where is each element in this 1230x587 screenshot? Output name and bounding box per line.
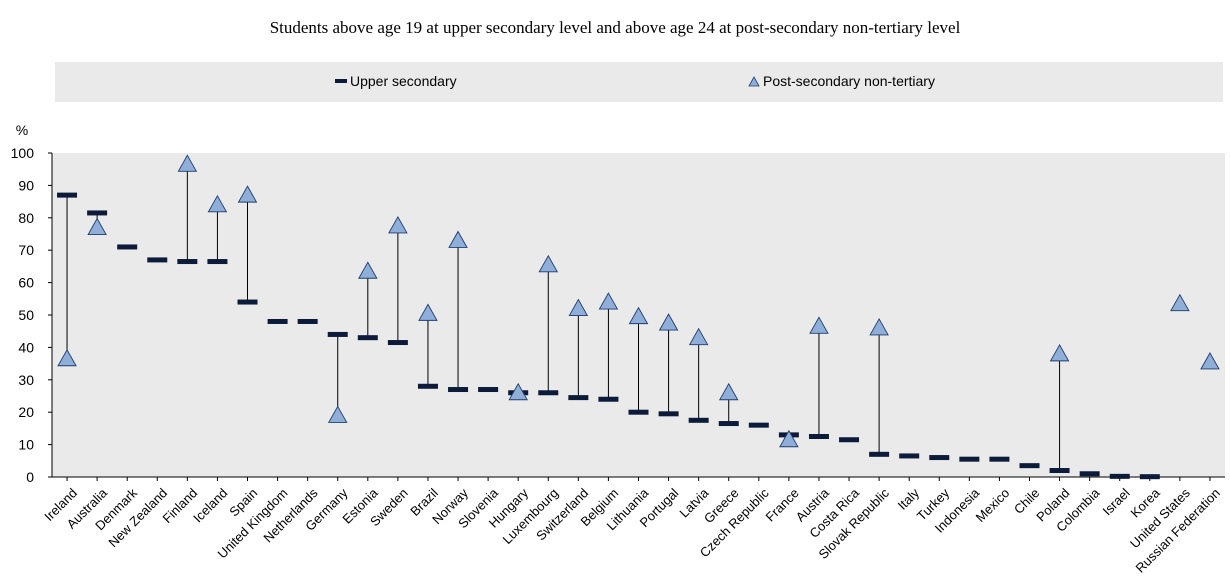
post-secondary-triangle-norway — [448, 230, 468, 248]
upper-secondary-dash-mexico — [989, 456, 1010, 462]
axis-layer: % 0 10 20 30 40 50 60 70 80 90 100 — [11, 122, 1225, 485]
post-secondary-triangle-finland — [177, 154, 198, 172]
upper-secondary-dash-finland — [177, 259, 198, 265]
post-secondary-triangle-spain — [237, 185, 258, 203]
upper-secondary-dash-australia — [87, 210, 108, 216]
upper-secondary-dash-germany — [327, 331, 348, 337]
post-secondary-triangle-iceland — [207, 194, 228, 213]
post-secondary-triangle-germany — [327, 405, 348, 423]
upper-secondary-dash-slovenia — [478, 387, 499, 393]
y-axis-unit-label: % — [16, 122, 28, 138]
upper-secondary-dash-denmark — [117, 244, 138, 250]
post-secondary-triangle-hungary — [508, 382, 528, 401]
upper-secondary-dash-korea — [1139, 474, 1160, 480]
marker-layer — [57, 154, 1220, 480]
triangle-icon — [748, 75, 760, 86]
post-secondary-triangle-belgium — [598, 292, 619, 310]
upper-secondary-dash-austria — [808, 434, 829, 439]
post-secondary-triangle-estonia — [358, 261, 378, 279]
legend: Upper secondary Post-secondary non-terti… — [55, 62, 1223, 102]
x-tick-label-france: France — [763, 485, 802, 524]
x-tick-label-mexico: Mexico — [973, 485, 1013, 525]
upper-secondary-dash-italy — [899, 453, 920, 459]
upper-secondary-dash-united-kingdom — [267, 318, 288, 324]
upper-secondary-dash-sweden — [387, 340, 408, 346]
post-secondary-triangle-latvia — [688, 327, 709, 346]
post-secondary-triangle-austria — [809, 316, 829, 334]
legend-item-post-secondary: Post-secondary non-tertiary — [748, 73, 935, 89]
upper-secondary-dash-turkey — [929, 455, 950, 461]
post-secondary-triangle-switzerland — [568, 298, 589, 316]
upper-secondary-dash-brazil — [417, 383, 438, 389]
upper-secondary-dash-belgium — [598, 396, 619, 402]
chart-title: Students above age 19 at upper secondary… — [269, 18, 961, 37]
y-tick-label-30: 30 — [18, 372, 34, 388]
post-secondary-triangle-russian-federation — [1200, 352, 1220, 370]
connector-layer — [66, 164, 1061, 471]
post-secondary-triangle-brazil — [418, 303, 438, 321]
post-secondary-triangle-lithuania — [628, 306, 649, 325]
upper-secondary-dash-iceland — [207, 259, 228, 265]
y-tick-label-0: 0 — [26, 469, 34, 485]
post-secondary-triangle-ireland — [57, 348, 77, 367]
upper-secondary-dash-israel — [1109, 473, 1130, 479]
legend-label-upper-secondary: Upper secondary — [350, 73, 457, 89]
upper-secondary-dash-portugal — [658, 411, 679, 417]
upper-secondary-dash-greece — [718, 421, 739, 427]
post-secondary-triangle-sweden — [388, 215, 408, 234]
y-tick-label-40: 40 — [18, 339, 34, 355]
upper-secondary-dash-indonesia — [959, 456, 980, 462]
post-secondary-triangle-greece — [718, 382, 739, 401]
upper-secondary-dash-czech-republic — [748, 422, 769, 428]
y-tick-label-80: 80 — [18, 210, 34, 226]
upper-secondary-dash-poland — [1049, 468, 1070, 474]
upper-secondary-dash-slovak-republic — [869, 451, 890, 457]
x-tick-label-israel: Israel — [1100, 485, 1133, 518]
y-tick-label-90: 90 — [18, 177, 34, 193]
legend-label-post-secondary: Post-secondary non-tertiary — [763, 73, 935, 89]
post-secondary-triangle-france — [779, 429, 799, 448]
post-secondary-triangle-poland — [1049, 343, 1070, 362]
y-tick-label-50: 50 — [18, 307, 34, 323]
post-secondary-triangle-united-states — [1170, 293, 1190, 312]
upper-secondary-dash-latvia — [688, 417, 709, 423]
upper-secondary-dash-netherlands — [297, 318, 318, 324]
post-secondary-triangle-portugal — [658, 313, 679, 331]
y-tick-label-60: 60 — [18, 275, 34, 291]
post-secondary-triangle-australia — [87, 217, 107, 235]
upper-secondary-dash-colombia — [1079, 471, 1100, 477]
dash-icon — [335, 79, 347, 83]
upper-secondary-dash-switzerland — [568, 395, 589, 401]
x-tick-label-iceland: Iceland — [190, 485, 230, 525]
y-tick-label-70: 70 — [18, 242, 34, 258]
upper-secondary-dash-chile — [1019, 463, 1040, 469]
upper-secondary-dash-costa-rica — [839, 437, 860, 443]
y-tick-label-10: 10 — [18, 437, 34, 453]
upper-secondary-dash-luxembourg — [538, 390, 559, 396]
y-tick-label-20: 20 — [18, 404, 34, 420]
upper-secondary-dash-ireland — [57, 192, 78, 198]
y-tick-label-100: 100 — [11, 145, 35, 161]
upper-secondary-dash-lithuania — [628, 409, 649, 415]
upper-secondary-dash-spain — [237, 299, 258, 305]
post-secondary-triangle-luxembourg — [538, 254, 559, 273]
upper-secondary-dash-new-zealand — [147, 257, 168, 263]
legend-item-upper-secondary: Upper secondary — [335, 73, 457, 89]
post-secondary-triangle-slovak-republic — [869, 318, 889, 336]
upper-secondary-dash-norway — [448, 387, 469, 393]
upper-secondary-dash-estonia — [357, 335, 378, 341]
